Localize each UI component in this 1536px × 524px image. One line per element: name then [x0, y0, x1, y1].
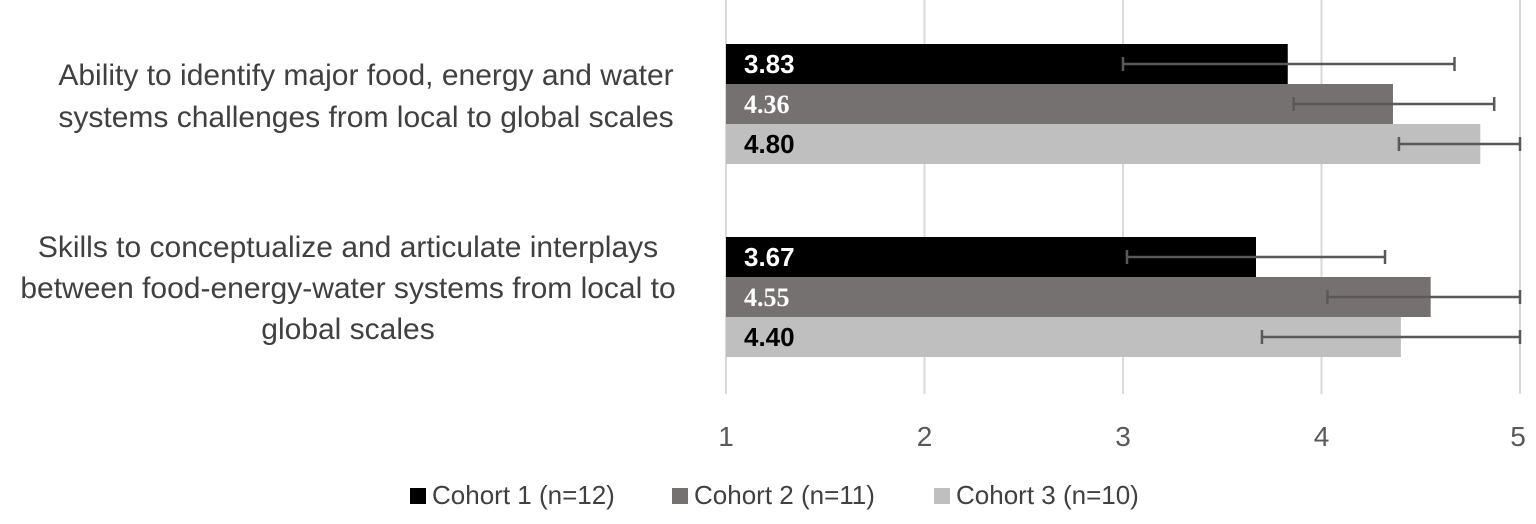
- error-bar-series-1-category-1: [1121, 57, 1456, 71]
- category-label-2: Skills to conceptualize and articulate i…: [20, 231, 675, 346]
- category-label-line: between food-energy-water systems from l…: [20, 272, 675, 305]
- error-bar-series-1-category-2: [1125, 250, 1387, 264]
- x-tick-label: 3: [1115, 421, 1131, 452]
- x-tick-label: 2: [917, 421, 933, 452]
- error-bar-series-3-category-1: [1397, 137, 1522, 151]
- data-label: 3.83: [744, 49, 795, 79]
- data-label: 4.36: [744, 90, 790, 119]
- data-label: 4.55: [744, 283, 790, 312]
- error-bar-series-2-category-1: [1292, 97, 1496, 111]
- legend-swatch: [934, 488, 950, 504]
- category-label-1: Ability to identify major food, energy a…: [58, 59, 673, 134]
- legend-item-3: Cohort 3 (n=10): [934, 480, 1139, 510]
- category-label-line: Ability to identify major food, energy a…: [58, 59, 673, 92]
- category-label-line: Skills to conceptualize and articulate i…: [38, 231, 658, 264]
- x-tick-label: 1: [718, 421, 734, 452]
- data-label: 4.40: [744, 322, 795, 352]
- bar-series-2-category-1: [726, 84, 1393, 124]
- legend-label: Cohort 1 (n=12): [432, 480, 615, 510]
- category-labels: Ability to identify major food, energy a…: [20, 59, 675, 346]
- error-bar-series-3-category-2: [1260, 330, 1522, 344]
- legend-swatch: [672, 488, 688, 504]
- bars: [726, 44, 1481, 357]
- x-tick-label: 4: [1314, 421, 1330, 452]
- data-label: 4.80: [744, 129, 795, 159]
- bar-series-3-category-1: [726, 124, 1481, 164]
- legend-swatch: [410, 488, 426, 504]
- legend-label: Cohort 3 (n=10): [956, 480, 1139, 510]
- bar-series-2-category-2: [726, 277, 1431, 317]
- legend-item-1: Cohort 1 (n=12): [410, 480, 615, 510]
- data-labels: 3.83 4.36 4.80 3.67 4.55 4.40: [744, 49, 795, 352]
- legend: Cohort 1 (n=12) Cohort 2 (n=11) Cohort 3 (…: [410, 480, 1139, 510]
- category-label-line: global scales: [261, 313, 434, 346]
- legend-item-2: Cohort 2 (n=11): [672, 480, 875, 510]
- error-bars: [1121, 57, 1522, 344]
- data-label: 3.67: [744, 242, 795, 272]
- category-label-line: systems challenges from local to global …: [58, 101, 673, 134]
- legend-label: Cohort 2 (n=11): [694, 480, 875, 510]
- x-tick-label: 5: [1510, 421, 1526, 452]
- x-axis-tick-labels: 1 2 3 4 5: [718, 421, 1526, 452]
- error-bar-series-2-category-2: [1326, 290, 1522, 304]
